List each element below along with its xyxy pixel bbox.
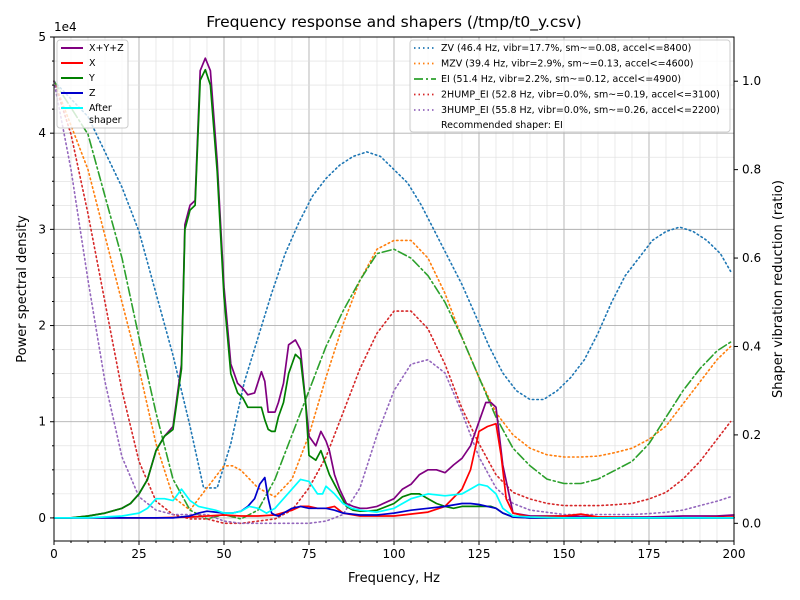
legend-shapers-box — [409, 39, 731, 133]
legend-recommended-shaper: Recommended shaper: EI — [441, 120, 563, 131]
y-right-tick-label: 0.6 — [742, 251, 761, 265]
y-axis-label-right: Shaper vibration reduction (ratio) — [771, 180, 786, 398]
x-tick-label: 150 — [553, 547, 576, 561]
series-line-ei — [53, 80, 732, 520]
x-tick-label: 50 — [216, 547, 231, 561]
y-left-tick-label: 5 — [38, 30, 46, 44]
psd-lines — [53, 57, 735, 519]
series-line-mzv — [53, 80, 732, 511]
legend-label-x-y-z: X+Y+Z — [89, 43, 124, 54]
axis-ticks: 0 25 50 75 100 125 150 175 200 0 1 2 3 4 5 0.0 0.2 0.4 0.6… — [38, 30, 761, 561]
y-left-tick-label: 4 — [38, 126, 46, 140]
y-right-tick-label: 0.2 — [742, 428, 761, 442]
y-left-tick-label: 0 — [38, 511, 46, 525]
legend-label-y: Y — [88, 73, 95, 84]
series-line-3hump-ei — [53, 80, 732, 525]
y-left-tick-label: 1 — [38, 415, 46, 429]
x-tick-label: 25 — [131, 547, 146, 561]
y-right-tick-label: 1.0 — [742, 74, 761, 88]
x-tick-label: 100 — [383, 547, 406, 561]
series-line-y — [53, 68, 735, 519]
x-tick-label: 200 — [723, 547, 746, 561]
legend-label-x: X — [89, 58, 96, 69]
legend-label-mzv: MZV (39.4 Hz, vibr=2.9%, sm~=0.13, accel… — [441, 59, 693, 70]
series-line-z — [53, 476, 735, 519]
x-axis-label: Frequency, Hz — [348, 571, 440, 586]
y-right-tick-label: 0.4 — [742, 339, 761, 353]
y-left-tick-label: 2 — [38, 319, 46, 333]
legend-label-ei: EI (51.4 Hz, vibr=2.2%, sm~=0.12, accel<… — [441, 74, 681, 85]
legend-label-after-shaper: shaper — [89, 115, 122, 126]
x-tick-label: 0 — [50, 547, 58, 561]
shaper-lines — [53, 80, 732, 525]
x-tick-label: 75 — [301, 547, 316, 561]
chart-title: Frequency response and shapers (/tmp/t0_… — [206, 13, 581, 32]
y-axis-label-left: Power spectral density — [15, 215, 30, 363]
legend-shapers: ZV (46.4 Hz, vibr=17.7%, sm~=0.08, accel… — [409, 39, 731, 133]
y-left-tick-label: 3 — [38, 222, 46, 236]
legend-label-after-shaper: After — [89, 103, 112, 114]
y-axis-multiplier: 1e4 — [54, 20, 77, 34]
x-tick-label: 175 — [638, 547, 661, 561]
y-right-tick-label: 0.0 — [742, 516, 761, 530]
legend-label-z: Z — [89, 88, 96, 99]
series-line-zv — [53, 80, 732, 489]
series-line-2hump-ei — [53, 80, 732, 525]
legend-label-2hump-ei: 2HUMP_EI (52.8 Hz, vibr=0.0%, sm~=0.19, … — [441, 90, 720, 101]
legend-label-3hump-ei: 3HUMP_EI (55.8 Hz, vibr=0.0%, sm~=0.26, … — [441, 105, 720, 116]
y-right-tick-label: 0.8 — [742, 163, 761, 177]
legend-label-zv: ZV (46.4 Hz, vibr=17.7%, sm~=0.08, accel… — [441, 43, 691, 54]
x-tick-label: 125 — [468, 547, 491, 561]
series-line-after-shaper — [53, 478, 735, 519]
